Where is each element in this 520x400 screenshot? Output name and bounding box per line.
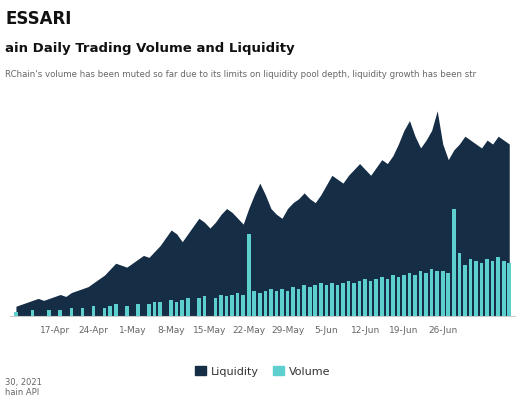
Bar (485, 259, 489, 316)
Bar (335, 285, 339, 316)
Bar (175, 302, 178, 316)
Bar (236, 292, 239, 316)
Bar (47, 310, 51, 316)
Bar (380, 277, 384, 316)
Bar (347, 281, 350, 316)
Bar (14, 312, 18, 316)
Bar (81, 308, 84, 316)
Bar (363, 279, 367, 316)
Bar (369, 281, 372, 316)
Legend: Liquidity, Volume: Liquidity, Volume (190, 362, 335, 381)
Bar (391, 275, 395, 316)
Bar (203, 296, 206, 316)
Bar (408, 273, 411, 316)
Bar (186, 298, 190, 316)
Bar (264, 290, 267, 316)
Bar (180, 300, 184, 316)
Bar (147, 304, 151, 316)
Text: 30, 2021
hain API: 30, 2021 hain API (5, 378, 42, 398)
Bar (170, 300, 173, 316)
Bar (280, 289, 284, 316)
Bar (114, 304, 118, 316)
Bar (397, 277, 400, 316)
Bar (319, 283, 322, 316)
Bar (463, 265, 467, 316)
Bar (452, 208, 456, 316)
Bar (108, 306, 112, 316)
Bar (374, 279, 378, 316)
Bar (413, 275, 417, 316)
Text: ain Daily Trading Volume and Liquidity: ain Daily Trading Volume and Liquidity (5, 42, 295, 55)
Bar (125, 306, 128, 316)
Bar (435, 271, 439, 316)
Bar (330, 283, 334, 316)
Bar (70, 308, 73, 316)
Bar (385, 279, 389, 316)
Bar (502, 261, 505, 316)
Bar (286, 290, 289, 316)
Bar (474, 261, 478, 316)
Bar (136, 304, 140, 316)
Bar (225, 296, 228, 316)
Bar (302, 285, 306, 316)
Bar (291, 287, 295, 316)
Bar (324, 285, 328, 316)
Bar (241, 294, 245, 316)
Bar (352, 283, 356, 316)
Bar (297, 289, 301, 316)
Bar (158, 302, 162, 316)
Bar (214, 298, 217, 316)
Bar (58, 310, 62, 316)
Bar (258, 292, 262, 316)
Bar (197, 298, 201, 316)
Bar (480, 263, 484, 316)
Bar (491, 261, 495, 316)
Bar (341, 283, 345, 316)
Bar (497, 257, 500, 316)
Bar (247, 234, 251, 316)
Bar (103, 308, 107, 316)
Text: RChain's volume has been muted so far due to its limits on liquidity pool depth,: RChain's volume has been muted so far du… (5, 70, 476, 79)
Bar (430, 269, 434, 316)
Bar (92, 306, 95, 316)
Bar (447, 273, 450, 316)
Bar (308, 287, 311, 316)
Bar (402, 275, 406, 316)
Bar (153, 302, 157, 316)
Bar (419, 271, 422, 316)
Bar (219, 294, 223, 316)
Bar (358, 281, 361, 316)
Text: ESSARI: ESSARI (5, 10, 72, 28)
Bar (441, 271, 445, 316)
Bar (424, 273, 428, 316)
Bar (269, 289, 272, 316)
Bar (275, 290, 278, 316)
Bar (508, 263, 511, 316)
Bar (31, 310, 34, 316)
Bar (458, 254, 461, 316)
Bar (230, 294, 234, 316)
Bar (469, 259, 472, 316)
Bar (314, 285, 317, 316)
Bar (253, 290, 256, 316)
